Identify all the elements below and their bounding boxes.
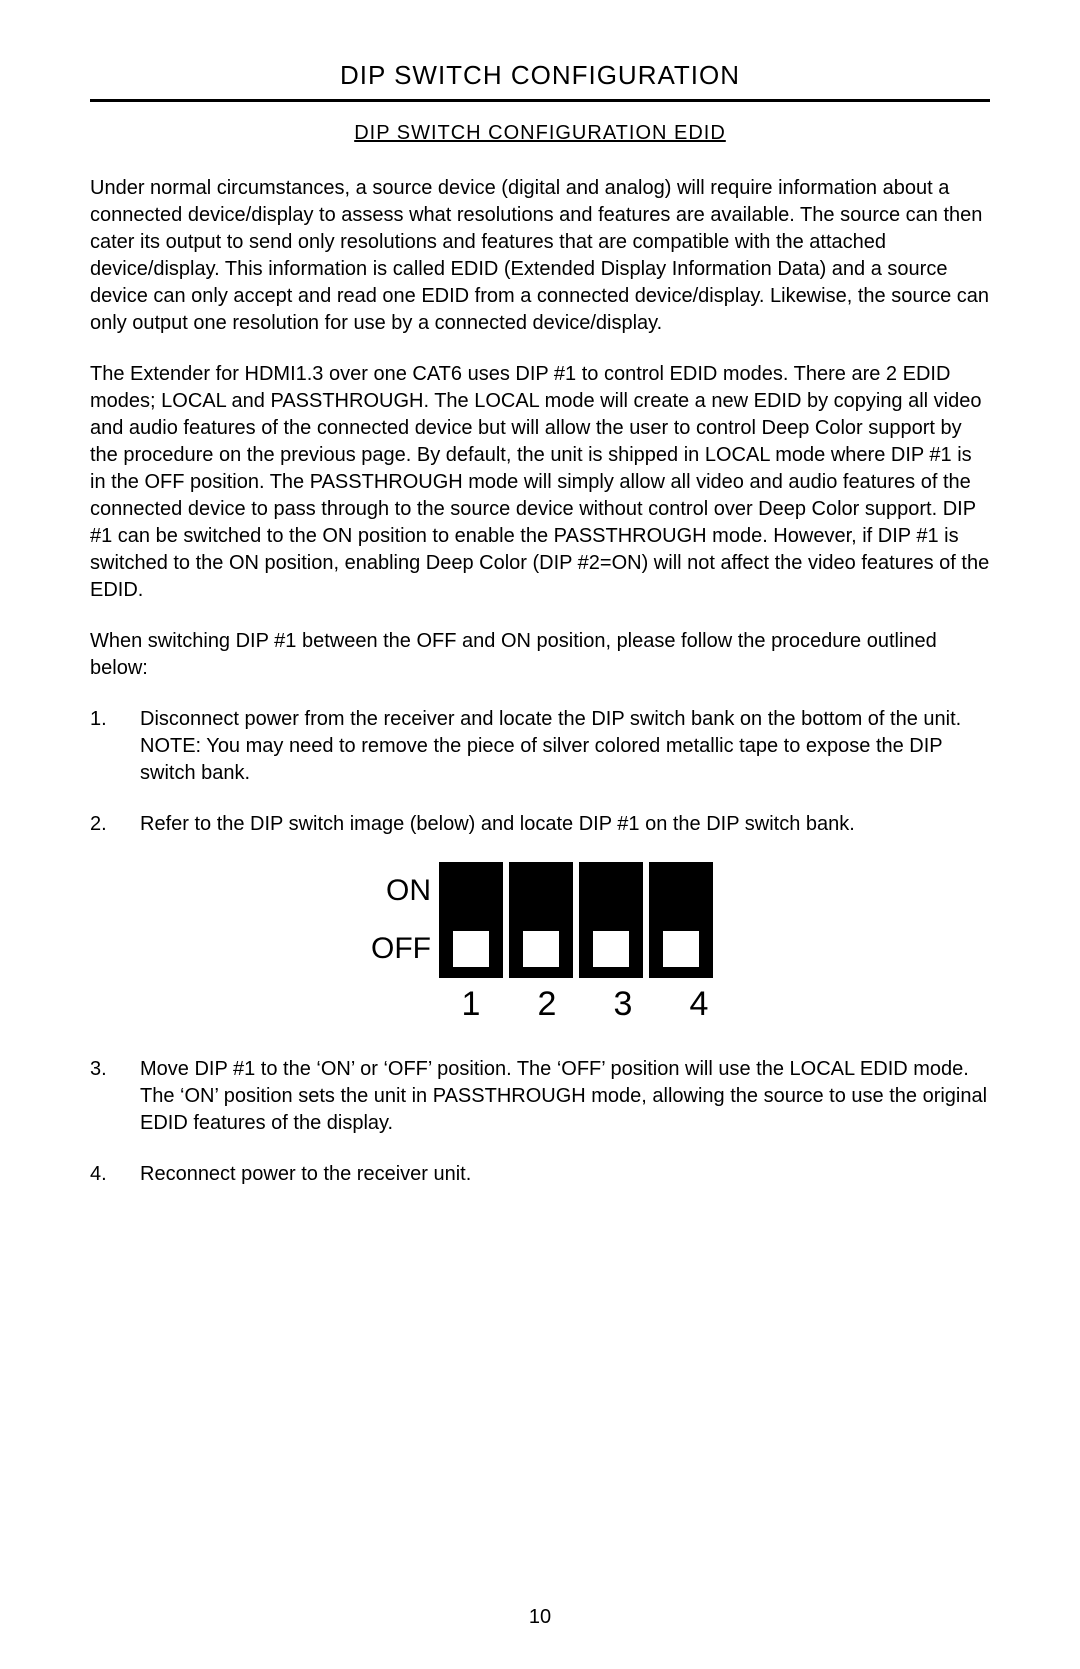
dip-1-on-cell xyxy=(439,862,503,920)
dip-3-on-cell xyxy=(579,862,643,920)
dip-number-row: 1 2 3 4 xyxy=(349,982,731,1026)
dip-4-off-cell xyxy=(649,920,713,978)
paragraph-3: When switching DIP #1 between the OFF an… xyxy=(90,628,990,682)
dip-number-2: 2 xyxy=(515,985,579,1024)
dip-3-knob xyxy=(593,931,629,967)
step-3: Move DIP #1 to the ‘ON’ or ‘OFF’ positio… xyxy=(90,1056,990,1137)
procedure-list-continued: Move DIP #1 to the ‘ON’ or ‘OFF’ positio… xyxy=(90,1056,990,1188)
dip-1-knob xyxy=(453,931,489,967)
dip-3-off-cell xyxy=(579,920,643,978)
dip-2-knob xyxy=(523,931,559,967)
step-4: Reconnect power to the receiver unit. xyxy=(90,1161,990,1188)
step-1: Disconnect power from the receiver and l… xyxy=(90,706,990,787)
page-subtitle: DIP SWITCH CONFIGURATION EDID xyxy=(90,122,990,145)
paragraph-2: The Extender for HDMI1.3 over one CAT6 u… xyxy=(90,361,990,604)
dip-4-on-cell xyxy=(649,862,713,920)
dip-on-label: ON xyxy=(349,874,439,908)
dip-number-4: 4 xyxy=(667,985,731,1024)
procedure-list: Disconnect power from the receiver and l… xyxy=(90,706,990,838)
step-2: Refer to the DIP switch image (below) an… xyxy=(90,811,990,838)
dip-number-3: 3 xyxy=(591,985,655,1024)
dip-4-knob xyxy=(663,931,699,967)
page-title: DIP SWITCH CONFIGURATION xyxy=(90,60,990,102)
dip-2-off-cell xyxy=(509,920,573,978)
dip-on-row: ON xyxy=(349,862,731,920)
dip-switch-diagram: ON OFF 1 2 3 4 xyxy=(90,862,990,1026)
dip-off-label: OFF xyxy=(349,932,439,966)
dip-2-on-cell xyxy=(509,862,573,920)
page-number: 10 xyxy=(0,1606,1080,1629)
dip-number-1: 1 xyxy=(439,985,503,1024)
dip-off-row: OFF xyxy=(349,920,731,978)
paragraph-1: Under normal circumstances, a source dev… xyxy=(90,175,990,337)
dip-1-off-cell xyxy=(439,920,503,978)
